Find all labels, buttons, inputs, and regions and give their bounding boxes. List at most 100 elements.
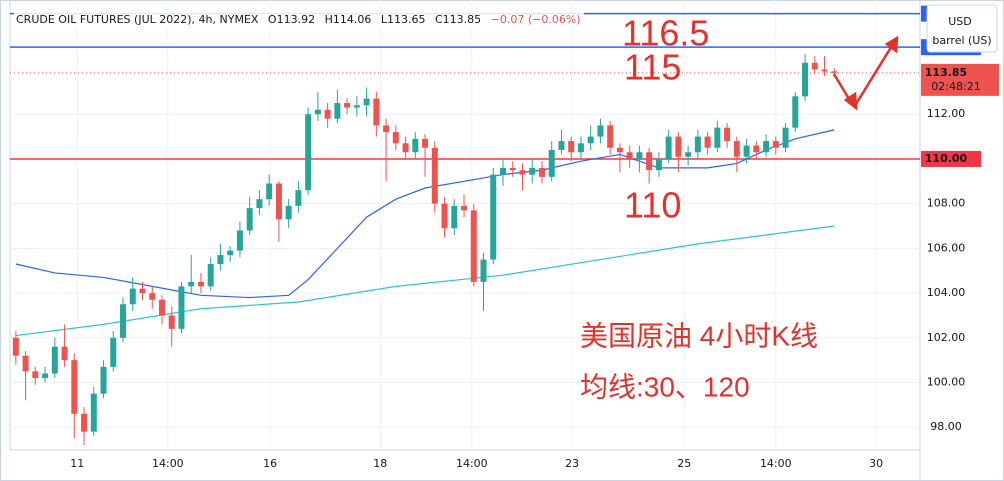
candle-body [568,141,575,153]
unit-box: USD barrel (US) [926,4,998,53]
countdown: 02:48:21 [931,80,980,93]
candle-body [548,150,555,177]
candle-body [451,205,458,229]
x-tick-label: 14:00 [152,457,184,470]
candle-body [314,109,321,115]
candle-body [236,230,243,251]
candle-body [227,250,234,256]
candle-body [22,355,29,372]
candle-body [480,259,487,282]
candle-body [158,299,165,316]
candle-body [490,174,497,260]
unit: barrel (US) [932,34,991,47]
candle-body [616,147,623,153]
candle-body [724,127,731,142]
candle-body [422,138,429,148]
candle-body [383,125,390,133]
annotation: 115 [624,47,681,88]
last-price-label: 113.85 [925,66,967,79]
arrow [854,43,895,105]
candle-body [772,141,779,148]
x-tick-label: 16 [263,457,277,470]
candle-body [139,288,146,294]
arrows [832,35,899,111]
candle-body [431,147,438,204]
candle-body [197,281,204,287]
candle-body [51,346,58,374]
candle-body [811,62,818,70]
candle-body [763,141,770,153]
candle-body [110,337,117,367]
candle-body [655,158,662,171]
x-tick-label: 18 [373,457,387,470]
candle-body [149,293,156,300]
low: L113.65 [381,13,426,26]
symbol-title: CRUDE OIL FUTURES (JUL 2022), 4h, NYMEX [16,13,259,26]
candle-body [821,69,828,72]
candle-body [334,103,341,119]
candle-body [129,288,136,305]
candle-body [665,136,672,159]
candle-body [694,136,701,153]
candle-body [558,141,565,150]
candle-body [441,203,448,229]
candle-body [412,138,419,153]
close: C113.85 [435,13,481,26]
candle-body [178,286,185,329]
candle-body [305,114,312,191]
candle-body [120,304,127,338]
candle-body [295,190,302,206]
candle-body [587,136,594,144]
candle-body [207,264,214,287]
header-bg [14,12,584,28]
candle-body [802,62,809,97]
x-tick-label: 30 [869,457,883,470]
annotation: 均线:30、120 [580,371,750,402]
candle-body [685,152,692,157]
candle-body [344,103,351,108]
candle-body [831,71,838,73]
price-tag [921,150,981,167]
annotation: 116.5 [622,13,709,54]
candle-body [704,136,711,148]
candle-body [733,141,740,157]
x-tick-label: 14:00 [456,457,488,470]
candle-body [461,205,468,211]
header: CRUDE OIL FUTURES (JUL 2022), 4h, NYMEX … [16,13,581,26]
candle-body [509,167,516,171]
y-tick-label: 98.00 [930,420,962,433]
candle-body [792,96,799,128]
y-tick-label: 100.00 [927,375,966,388]
candle-body [12,337,19,356]
candle-body [246,208,253,231]
candle-body [392,132,399,144]
candle-body [285,205,292,220]
candle-body [538,167,545,177]
candle-body [402,143,409,153]
candle-body [499,167,506,175]
annotation: 110 [624,185,681,226]
candle-body [782,127,789,148]
candle-body [714,127,721,148]
candle-body [597,125,604,137]
candle-body [42,373,49,379]
candle-body [607,125,614,148]
arrow-head [884,35,899,54]
candle-body [753,145,760,153]
open: O113.92 [268,13,315,26]
moving-average [15,129,835,299]
candle-body [636,152,643,159]
y-tick-label: 102.00 [927,331,966,344]
change: −0.07 (−0.06%) [491,13,581,26]
candle-body [373,98,380,126]
candle-body [168,315,175,329]
y-tick-label: 104.00 [927,286,966,299]
unit-box-bg [926,4,998,53]
candle-body [81,413,88,432]
y-tick-label: 112.00 [927,107,966,120]
candle-body [646,152,653,171]
currency: USD [948,15,972,28]
y-tick-label: 108.00 [927,197,966,210]
candle-body [353,105,360,108]
